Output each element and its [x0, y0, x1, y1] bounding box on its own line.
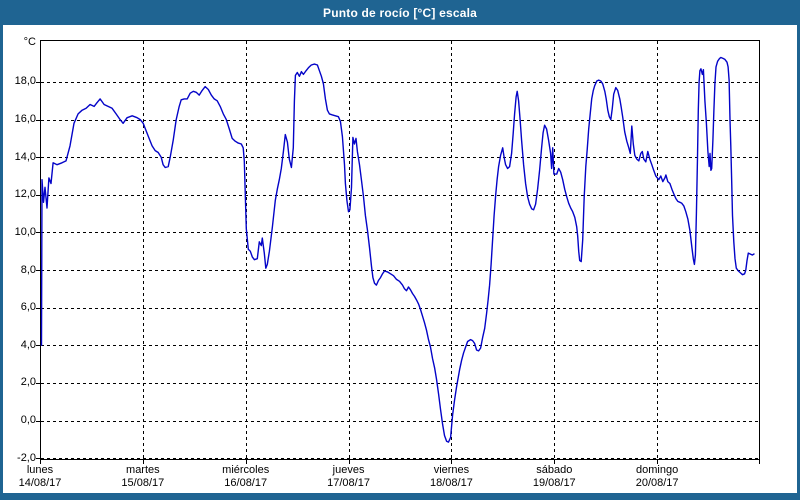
x-day-name: martes: [126, 464, 160, 476]
x-day-name: lunes: [26, 464, 54, 476]
x-day-date: 19/08/17: [532, 477, 576, 489]
y-tick-label: -2,0: [17, 451, 36, 464]
x-day-date: 17/08/17: [327, 477, 370, 489]
dew-point-chart: [36, 40, 760, 464]
chart-area: °C 18,0 16,0 14,0 12,0 10,0 8,0 6,0 4,0 2,0 0,0 -2…: [3, 25, 797, 493]
window-title: Punto de rocío [°C] escala: [322, 5, 478, 20]
x-day-date: 14/08/17: [18, 477, 62, 489]
y-axis-unit-label: °C: [23, 36, 36, 48]
y-tick-label: 10,0: [14, 225, 36, 238]
y-tick-label: 0,0: [20, 414, 36, 426]
y-tick-label: 14,0: [14, 150, 36, 163]
x-day-name: viernes: [433, 464, 470, 476]
y-tick-label: 8,0: [20, 263, 36, 276]
y-tick-label: 4,0: [20, 338, 36, 351]
y-tick-label: 18,0: [14, 75, 36, 88]
x-day-date: 18/08/17: [430, 477, 473, 489]
x-day-label: domingo 20/08/17: [609, 464, 705, 490]
x-day-name: miércoles: [222, 464, 270, 476]
x-day-date: 16/08/17: [224, 477, 268, 489]
x-day-label: martes 15/08/17: [95, 464, 191, 490]
dew-point-line: [40, 56, 755, 443]
x-day-date: 20/08/17: [635, 477, 679, 489]
y-tick-label: 16,0: [14, 113, 36, 126]
y-tick-label: 2,0: [20, 376, 36, 389]
x-day-name: domingo: [636, 464, 679, 476]
x-day-name: jueves: [332, 464, 365, 476]
x-day-date: 15/08/17: [121, 477, 165, 489]
x-day-label: sábado 19/08/17: [506, 464, 602, 490]
x-day-label: viernes 18/08/17: [403, 464, 499, 490]
plot-frame: [40, 40, 760, 460]
x-day-label: miércoles 16/08/17: [198, 464, 294, 490]
y-tick-label: 12,0: [14, 188, 36, 201]
x-day-label: jueves 17/08/17: [301, 464, 397, 490]
x-day-label: lunes 14/08/17: [0, 464, 88, 490]
window-titlebar[interactable]: Punto de rocío [°C] escala: [0, 0, 800, 25]
x-day-name: sábado: [536, 464, 573, 476]
y-tick-label: 6,0: [20, 301, 36, 314]
